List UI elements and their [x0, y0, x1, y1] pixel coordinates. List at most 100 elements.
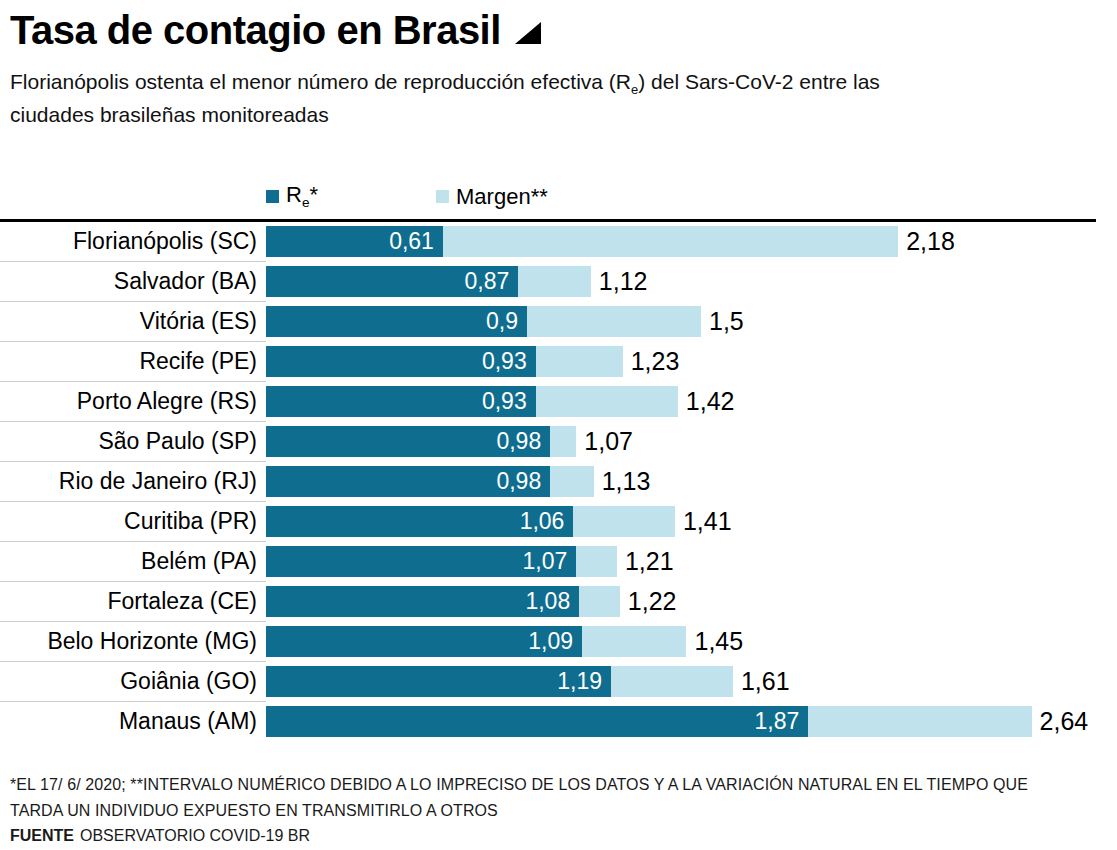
re-value-label: 1,19 [557, 668, 602, 695]
bar-area: 0,93 1,42 [266, 382, 1117, 422]
table-row: São Paulo (SP) 0,98 1,07 [0, 422, 1117, 462]
city-label: Vitória (ES) [0, 302, 266, 342]
margen-bar [573, 506, 675, 537]
bar-area: 0,93 1,23 [266, 342, 1117, 382]
re-bar: 1,07 [266, 546, 576, 577]
city-label: Fortaleza (CE) [0, 582, 266, 622]
bar-area: 0,98 1,07 [266, 422, 1117, 462]
margen-bar [536, 346, 623, 377]
table-row: Fortaleza (CE) 1,08 1,22 [0, 582, 1117, 622]
table-row: Recife (PE) 0,93 1,23 [0, 342, 1117, 382]
re-value-label: 0,93 [482, 348, 527, 375]
re-bar: 0,61 [266, 226, 443, 257]
bar-area: 1,87 2,64 [266, 702, 1117, 742]
chart-subtitle: Florianópolis ostenta el menor número de… [10, 67, 1070, 130]
re-bar: 0,98 [266, 426, 550, 457]
source-line: FUENTE OBSERVATORIO COVID-19 BR [10, 824, 1117, 848]
city-label: Rio de Janeiro (RJ) [0, 462, 266, 502]
margen-bar [536, 386, 678, 417]
footnote-line-2: TARDA UN INDIVIDUO EXPUESTO EN TRANSMITI… [10, 798, 1117, 824]
upper-value-label: 1,42 [686, 387, 735, 416]
footnotes: *EL 17/ 6/ 2020; **INTERVALO NUMÉRICO DE… [10, 772, 1117, 848]
city-label: Salvador (BA) [0, 262, 266, 302]
table-row: Florianópolis (SC) 0,61 2,18 [0, 222, 1117, 262]
city-label: Belém (PA) [0, 542, 266, 582]
re-bar: 1,06 [266, 506, 573, 537]
table-row: Vitória (ES) 0,9 1,5 [0, 302, 1117, 342]
subtitle-line2: ciudades brasileñas monitoreadas [10, 103, 329, 126]
re-value-label: 0,93 [482, 388, 527, 415]
re-bar: 1,19 [266, 666, 611, 697]
table-row: Rio de Janeiro (RJ) 0,98 1,13 [0, 462, 1117, 502]
table-row: Salvador (BA) 0,87 1,12 [0, 262, 1117, 302]
re-value-label: 1,09 [528, 628, 573, 655]
re-value-label: 1,08 [525, 588, 570, 615]
re-bar: 1,08 [266, 586, 579, 617]
table-row: Manaus (AM) 1,87 2,64 [0, 702, 1117, 742]
bar-area: 1,06 1,41 [266, 502, 1117, 542]
bar-area: 0,87 1,12 [266, 262, 1117, 302]
city-label: Belo Horizonte (MG) [0, 622, 266, 662]
legend-label-margen: Margen** [456, 184, 548, 210]
margen-bar [576, 546, 617, 577]
table-row: Goiânia (GO) 1,19 1,61 [0, 662, 1117, 702]
re-value-label: 0,98 [496, 468, 541, 495]
margen-bar [808, 706, 1031, 737]
re-value-label: 0,9 [486, 308, 518, 335]
re-bar: 0,9 [266, 306, 527, 337]
upper-value-label: 1,61 [741, 667, 790, 696]
bar-area: 0,9 1,5 [266, 302, 1117, 342]
margen-bar [527, 306, 701, 337]
subtitle-text: ) del Sars-CoV-2 entre las [638, 70, 880, 93]
bar-area: 1,07 1,21 [266, 542, 1117, 582]
upper-value-label: 1,12 [599, 267, 648, 296]
table-row: Belém (PA) 1,07 1,21 [0, 542, 1117, 582]
page-title-text: Tasa de contagio en Brasil [10, 8, 501, 52]
re-bar: 0,93 [266, 346, 536, 377]
re-value-label: 0,98 [496, 428, 541, 455]
re-value-label: 1,06 [520, 508, 565, 535]
upper-value-label: 1,45 [694, 627, 743, 656]
re-value-label: 0,61 [389, 228, 434, 255]
margen-bar [579, 586, 620, 617]
subtitle-line1: Florianópolis ostenta el menor número de… [10, 70, 880, 93]
footnote-line-1: *EL 17/ 6/ 2020; **INTERVALO NUMÉRICO DE… [10, 772, 1117, 798]
upper-value-label: 1,13 [602, 467, 651, 496]
legend-item-re: Re* [266, 182, 318, 210]
source-text: OBSERVATORIO COVID-19 BR [80, 827, 310, 844]
re-value-label: 1,87 [755, 708, 800, 735]
upper-value-label: 1,22 [628, 587, 677, 616]
upper-value-label: 1,07 [584, 427, 633, 456]
margen-bar [550, 466, 594, 497]
bar-area: 0,98 1,13 [266, 462, 1117, 502]
margen-bar [550, 426, 576, 457]
table-row: Curitiba (PR) 1,06 1,41 [0, 502, 1117, 542]
city-label: Curitiba (PR) [0, 502, 266, 542]
upper-value-label: 1,5 [709, 307, 744, 336]
chart-area: Florianópolis (SC) 0,61 2,18 Salvador (B… [0, 222, 1117, 742]
re-value-label: 0,87 [465, 268, 510, 295]
margen-bar [518, 266, 591, 297]
source-label: FUENTE [10, 827, 74, 844]
city-label: Recife (PE) [0, 342, 266, 382]
subtitle-text: Florianópolis ostenta el menor número de… [10, 70, 631, 93]
bar-area: 1,19 1,61 [266, 662, 1117, 702]
margen-swatch-icon [436, 190, 449, 203]
margen-bar [443, 226, 898, 257]
city-label: Porto Alegre (RS) [0, 382, 266, 422]
re-bar: 0,98 [266, 466, 550, 497]
legend-label-re: Re* [286, 182, 318, 210]
legend-item-margen: Margen** [436, 184, 548, 210]
re-swatch-icon [266, 190, 279, 203]
upper-value-label: 2,64 [1040, 707, 1089, 736]
margen-bar [611, 666, 733, 697]
upper-value-label: 1,21 [625, 547, 674, 576]
re-bar: 0,93 [266, 386, 536, 417]
margen-bar [582, 626, 686, 657]
re-bar: 0,87 [266, 266, 518, 297]
bar-area: 0,61 2,18 [266, 222, 1117, 262]
table-row: Porto Alegre (RS) 0,93 1,42 [0, 382, 1117, 422]
lower-right-triangle-icon [515, 22, 541, 44]
chart-page: Tasa de contagio en Brasil Florianópolis… [0, 0, 1117, 850]
re-value-label: 1,07 [523, 548, 568, 575]
